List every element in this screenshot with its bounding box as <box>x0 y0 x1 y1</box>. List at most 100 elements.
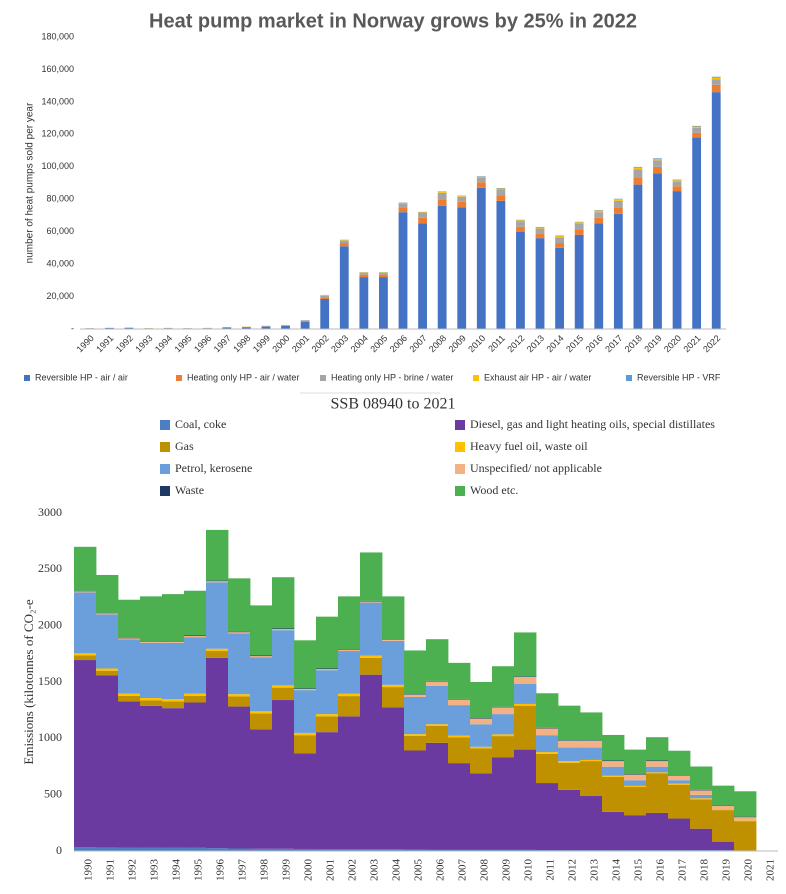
bar-segment <box>74 653 97 656</box>
x-tick-label: 1998 <box>259 859 271 882</box>
bar-segment <box>316 716 339 733</box>
bar-segment <box>228 578 251 632</box>
bar-segment <box>470 773 493 850</box>
bar-segment <box>672 181 682 187</box>
bar-segment <box>228 694 251 697</box>
bar-segment <box>633 167 643 170</box>
bar-segment <box>613 213 623 329</box>
bar-segment <box>536 728 559 736</box>
bar-segment <box>555 247 565 329</box>
bar-segment <box>492 714 515 735</box>
bar-segment <box>476 176 486 178</box>
bar-segment <box>294 735 317 754</box>
bar-segment <box>672 191 682 329</box>
bar-segment <box>96 614 119 669</box>
bar-segment <box>281 325 290 329</box>
bar-segment <box>404 750 427 850</box>
bar-segment <box>360 600 383 602</box>
bar-segment <box>250 656 273 658</box>
legend-label: Gas <box>175 439 194 453</box>
bar-segment <box>668 784 691 819</box>
bar-segment <box>457 196 467 197</box>
bar-segment <box>338 693 361 697</box>
bar-segment <box>250 729 273 849</box>
bar-segment <box>653 160 662 167</box>
legend-swatch <box>160 486 170 496</box>
bar-segment <box>514 632 537 677</box>
bar-segment <box>140 705 163 848</box>
bar-segment <box>118 695 141 702</box>
bar-segment <box>316 670 339 715</box>
bar-segment <box>448 737 471 764</box>
bar-segment <box>74 591 97 593</box>
bar-segment <box>184 693 207 696</box>
bar-segment <box>624 815 647 851</box>
bar-segment <box>711 92 721 330</box>
x-tick-label: 1995 <box>193 859 205 882</box>
x-tick-label: 2017 <box>677 859 689 882</box>
bar-segment <box>594 217 604 224</box>
bar-segment <box>448 698 471 700</box>
bar-segment <box>594 212 604 218</box>
bar-segment <box>734 816 757 818</box>
bar-segment <box>692 127 702 133</box>
legend-label: Heating only HP - brine / water <box>331 372 453 382</box>
legend-swatch <box>320 375 326 381</box>
x-tick-label: 2005 <box>413 859 425 882</box>
x-tick-label: 1992 <box>114 333 135 354</box>
bar-segment <box>437 191 447 193</box>
bar-segment <box>426 725 449 743</box>
legend-label: Exhaust air HP - air / water <box>484 372 591 382</box>
bar-segment <box>140 697 163 701</box>
bar-segment <box>272 577 295 629</box>
bar-segment <box>653 173 662 329</box>
bar-segment <box>140 700 163 706</box>
bar-segment <box>470 849 493 851</box>
bar-segment <box>668 775 691 776</box>
legend-label: Heating only HP - air / water <box>187 372 299 382</box>
bar-segment <box>536 693 559 728</box>
bar-segment <box>74 655 97 661</box>
x-tick-label: 2013 <box>589 859 601 882</box>
bar-segment <box>470 718 493 725</box>
bar-segment <box>272 630 295 686</box>
legend-swatch <box>160 420 170 430</box>
bar-segment <box>633 184 643 329</box>
bar-segment <box>272 700 295 849</box>
bar-segment <box>668 780 691 784</box>
bar-segment <box>338 716 361 850</box>
bar-segment <box>162 641 185 642</box>
legend-swatch <box>473 375 479 381</box>
bar-segment <box>668 818 691 851</box>
y-tick-label: 1500 <box>38 674 62 688</box>
bar-segment <box>690 799 713 829</box>
bar-segment <box>398 207 408 213</box>
bar-segment <box>476 177 486 183</box>
y-tick-label: 180,000 <box>41 31 74 41</box>
bar-segment <box>228 848 251 851</box>
bar-segment <box>184 702 207 848</box>
bar-segment <box>574 234 584 329</box>
bar-segment <box>184 635 207 637</box>
bar-segment <box>162 641 185 643</box>
bar-segment <box>162 847 185 851</box>
bar-segment <box>96 574 119 613</box>
bar-segment <box>633 166 643 168</box>
bar-segment <box>241 327 251 329</box>
bar-segment <box>382 849 405 851</box>
bar-segment <box>379 273 388 275</box>
legend-label: Unspecified/ not applicable <box>470 461 602 475</box>
bar-segment <box>558 740 581 741</box>
x-tick-label: 2018 <box>623 333 644 354</box>
bar-segment <box>124 327 134 329</box>
chart-title: SSB 08940 to 2021 <box>331 396 456 413</box>
y-tick-label: 100,000 <box>41 161 74 171</box>
bar-segment <box>404 694 427 695</box>
x-tick-label: 1999 <box>251 333 272 354</box>
bar-segment <box>535 238 545 329</box>
bar-segment <box>316 668 339 670</box>
bar-segment <box>184 636 207 638</box>
bar-segment <box>360 657 383 675</box>
bar-segment <box>382 684 405 688</box>
